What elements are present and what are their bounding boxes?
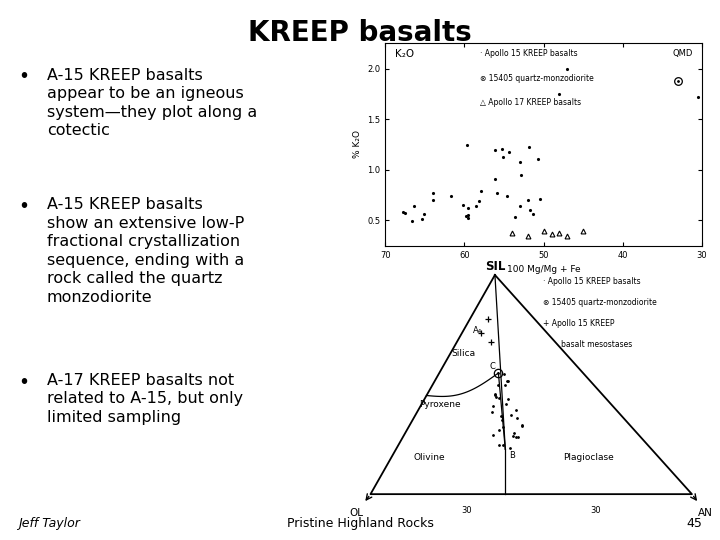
Text: Jeff Taylor: Jeff Taylor [18, 517, 80, 530]
Text: OL: OL [350, 508, 364, 518]
Y-axis label: % K₂O: % K₂O [353, 131, 361, 158]
Text: Olivine: Olivine [413, 453, 445, 462]
Text: 30: 30 [462, 505, 472, 515]
Text: basalt mesostases: basalt mesostases [561, 340, 632, 348]
Text: ⊗ 15405 quartz-monzodiorite: ⊗ 15405 quartz-monzodiorite [480, 73, 594, 83]
Text: A-15 KREEP basalts
show an extensive low-P
fractional crystallization
sequence, : A-15 KREEP basalts show an extensive low… [47, 197, 244, 305]
Text: K₂O: K₂O [395, 49, 414, 59]
Text: · Apollo 15 KREEP basalts: · Apollo 15 KREEP basalts [544, 277, 641, 286]
Text: Pristine Highland Rocks: Pristine Highland Rocks [287, 517, 433, 530]
Text: KREEP basalts: KREEP basalts [248, 19, 472, 47]
Text: △ Apollo 17 KREEP basalts: △ Apollo 17 KREEP basalts [480, 98, 581, 107]
Text: •: • [18, 197, 29, 216]
Text: 30: 30 [590, 505, 600, 515]
Text: •: • [18, 68, 29, 86]
Text: Plagioclase: Plagioclase [563, 453, 613, 462]
Text: ⊗ 15405 quartz-monzodiorite: ⊗ 15405 quartz-monzodiorite [544, 298, 657, 307]
Text: B: B [509, 451, 515, 461]
Text: •: • [18, 373, 29, 392]
Text: 45: 45 [686, 517, 702, 530]
Text: QMD: QMD [672, 49, 693, 58]
Text: A-15 KREEP basalts
appear to be an igneous
system—they plot along a
cotectic: A-15 KREEP basalts appear to be an igneo… [47, 68, 257, 138]
Text: AN: AN [698, 508, 714, 518]
Text: Silica: Silica [451, 349, 476, 358]
Text: A-17 KREEP basalts not
related to A-15, but only
limited sampling: A-17 KREEP basalts not related to A-15, … [47, 373, 243, 425]
Text: Pyroxene: Pyroxene [419, 400, 461, 409]
Text: SIL: SIL [485, 260, 505, 273]
X-axis label: 100 Mg/Mg + Fe: 100 Mg/Mg + Fe [507, 265, 580, 274]
Text: C: C [489, 362, 495, 370]
Text: · Apollo 15 KREEP basalts: · Apollo 15 KREEP basalts [480, 49, 578, 58]
Text: + Apollo 15 KREEP: + Apollo 15 KREEP [544, 319, 615, 328]
Text: A₄: A₄ [473, 326, 482, 335]
